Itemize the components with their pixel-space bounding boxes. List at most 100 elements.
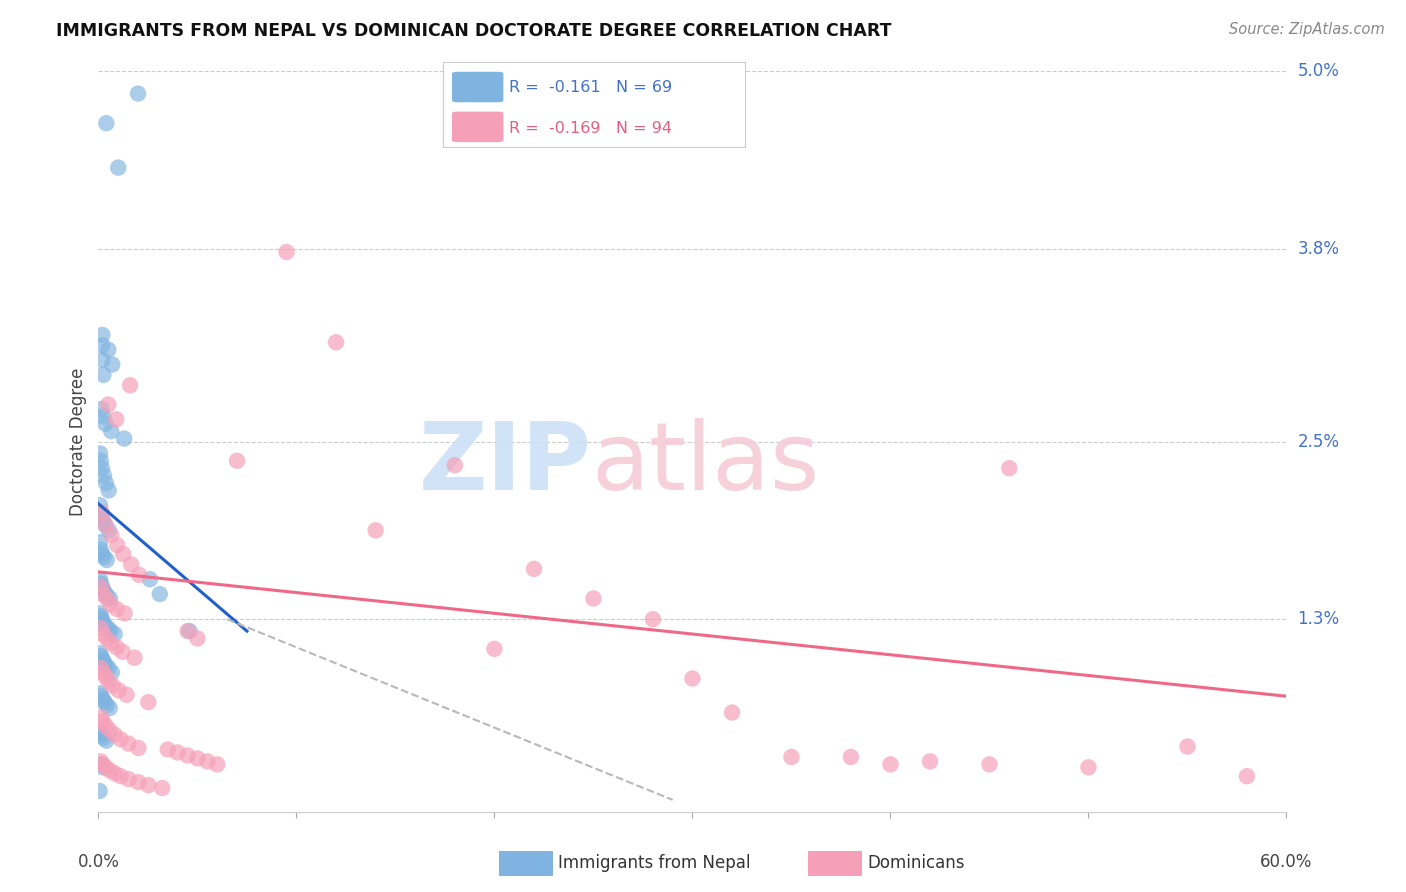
Point <box>166 746 188 760</box>
Point <box>90 661 112 675</box>
Point <box>879 757 901 772</box>
Point <box>149 587 172 601</box>
Point <box>195 755 218 769</box>
Text: ZIP: ZIP <box>419 417 592 509</box>
Point <box>89 607 111 621</box>
Point <box>91 760 114 774</box>
FancyBboxPatch shape <box>451 71 503 103</box>
Point <box>107 161 129 175</box>
Text: Source: ZipAtlas.com: Source: ZipAtlas.com <box>1229 22 1385 37</box>
Point <box>101 679 124 693</box>
Point <box>276 245 298 260</box>
Point <box>90 401 112 416</box>
Point <box>1177 739 1199 754</box>
Point <box>91 714 114 729</box>
Point <box>94 618 117 632</box>
Text: 3.8%: 3.8% <box>1298 240 1340 258</box>
Text: 2.5%: 2.5% <box>1298 433 1340 450</box>
Text: Dominicans: Dominicans <box>868 855 965 872</box>
Point <box>90 690 112 704</box>
Point <box>91 652 114 666</box>
Point <box>89 757 111 772</box>
Point <box>998 461 1021 475</box>
Point <box>484 641 506 656</box>
Text: R =  -0.169   N = 94: R = -0.169 N = 94 <box>509 121 672 136</box>
Point <box>94 695 117 709</box>
Point <box>114 607 136 621</box>
Point <box>94 760 117 774</box>
Text: 0.0%: 0.0% <box>77 853 120 871</box>
Point <box>91 665 114 680</box>
Point <box>91 692 114 706</box>
Point <box>120 558 142 572</box>
Point <box>96 698 118 712</box>
Point <box>101 665 124 680</box>
Point <box>96 733 118 747</box>
Text: Immigrants from Nepal: Immigrants from Nepal <box>558 855 751 872</box>
Point <box>94 517 117 532</box>
Point <box>112 432 135 446</box>
Text: 60.0%: 60.0% <box>1260 853 1313 871</box>
Point <box>96 589 118 603</box>
Point <box>117 772 139 786</box>
Text: atlas: atlas <box>592 417 820 509</box>
Point <box>98 591 121 606</box>
Point <box>91 627 114 641</box>
Point <box>97 398 120 412</box>
Point <box>128 567 150 582</box>
Point <box>523 562 546 576</box>
Point <box>115 688 138 702</box>
Point <box>100 598 122 612</box>
Point <box>110 769 132 783</box>
Point <box>104 766 127 780</box>
Point <box>136 778 159 792</box>
Point <box>112 547 135 561</box>
Point <box>91 612 114 626</box>
Point <box>101 358 124 372</box>
Y-axis label: Doctorate Degree: Doctorate Degree <box>69 368 87 516</box>
Point <box>94 670 117 684</box>
Point <box>100 424 122 438</box>
Point <box>1236 769 1258 783</box>
Point <box>96 632 118 646</box>
Point <box>107 683 129 698</box>
Point <box>89 535 111 549</box>
Point <box>111 645 134 659</box>
Point <box>93 655 115 669</box>
Point <box>90 580 112 594</box>
Point <box>97 621 120 635</box>
Point <box>89 784 111 798</box>
Point <box>93 468 115 483</box>
Point <box>325 335 347 350</box>
Point <box>100 528 122 542</box>
Point <box>96 591 118 606</box>
Point <box>90 609 112 624</box>
Point <box>186 751 208 765</box>
Text: IMMIGRANTS FROM NEPAL VS DOMINICAN DOCTORATE DEGREE CORRELATION CHART: IMMIGRANTS FROM NEPAL VS DOMINICAN DOCTO… <box>56 22 891 40</box>
Point <box>90 454 112 468</box>
Point <box>89 572 111 586</box>
Point <box>90 710 112 724</box>
Point <box>186 632 208 646</box>
Point <box>91 615 114 630</box>
Point <box>94 475 117 490</box>
Point <box>444 458 467 473</box>
Point <box>97 343 120 357</box>
Point <box>176 624 198 638</box>
Point <box>105 412 128 426</box>
Point <box>104 728 127 742</box>
Point <box>96 553 118 567</box>
Point <box>94 585 117 599</box>
Point <box>90 542 112 557</box>
Point <box>93 549 115 564</box>
Point <box>91 513 114 527</box>
Point <box>97 661 120 675</box>
Point <box>98 723 121 738</box>
Point <box>89 686 111 700</box>
Point <box>156 742 179 756</box>
Point <box>93 368 115 382</box>
Point <box>176 748 198 763</box>
Point <box>94 719 117 733</box>
Point <box>94 517 117 532</box>
Point <box>91 580 114 594</box>
